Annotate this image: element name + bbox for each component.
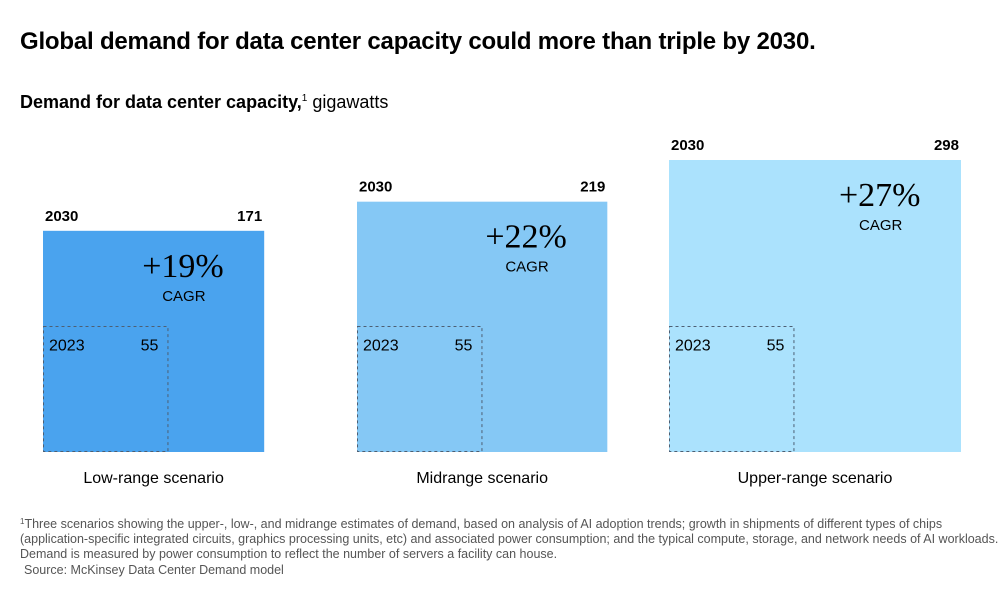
square-2030 bbox=[669, 160, 961, 452]
footnote: 1Three scenarios showing the upper-, low… bbox=[20, 514, 1002, 562]
chart-subtitle: Demand for data center capacity,1 gigawa… bbox=[20, 92, 388, 113]
label-year-2023: 2023 bbox=[49, 338, 85, 355]
footnote-marker: 1 bbox=[301, 93, 308, 104]
label-year-2023: 2023 bbox=[363, 338, 399, 355]
footnote-text: Three scenarios showing the upper-, low-… bbox=[20, 517, 999, 561]
cagr-label: CAGR bbox=[505, 259, 549, 276]
cagr-value: +27% bbox=[839, 177, 921, 214]
square-2030 bbox=[43, 230, 265, 452]
square-2023 bbox=[43, 326, 169, 452]
label-year-2023: 2023 bbox=[675, 338, 711, 355]
square-2023 bbox=[357, 326, 483, 452]
label-year-2030: 2030 bbox=[671, 137, 704, 154]
label-year-2030: 2030 bbox=[45, 208, 78, 225]
label-value-2023: 55 bbox=[141, 338, 159, 355]
scenario-chart: 2030 171 +19% CAGR 2023 55 Low-range scenario 2… bbox=[43, 137, 961, 487]
subtitle-measure: Demand for data center capacity, bbox=[20, 92, 302, 112]
chart-title: Global demand for data center capacity c… bbox=[20, 28, 816, 55]
subtitle-unit: gigawatts bbox=[307, 92, 389, 112]
square-2030 bbox=[357, 201, 608, 452]
footnote-number: 1 bbox=[20, 517, 25, 526]
label-value-2023: 55 bbox=[767, 338, 785, 355]
label-value-2023: 55 bbox=[455, 338, 473, 355]
cagr-value: +19% bbox=[142, 248, 224, 285]
cagr-label: CAGR bbox=[162, 288, 206, 305]
scenario-label: Low-range scenario bbox=[83, 470, 224, 487]
label-value-2030: 171 bbox=[237, 208, 262, 225]
label-value-2030: 298 bbox=[934, 137, 959, 154]
square-2023 bbox=[669, 326, 795, 452]
cagr-label: CAGR bbox=[859, 217, 903, 234]
label-year-2030: 2030 bbox=[359, 179, 392, 196]
scenario-label: Midrange scenario bbox=[416, 470, 548, 487]
scenario-label: Upper-range scenario bbox=[738, 470, 893, 487]
cagr-value: +22% bbox=[485, 219, 566, 256]
label-value-2030: 219 bbox=[580, 179, 605, 196]
source-note: Source: McKinsey Data Center Demand mode… bbox=[24, 563, 284, 577]
